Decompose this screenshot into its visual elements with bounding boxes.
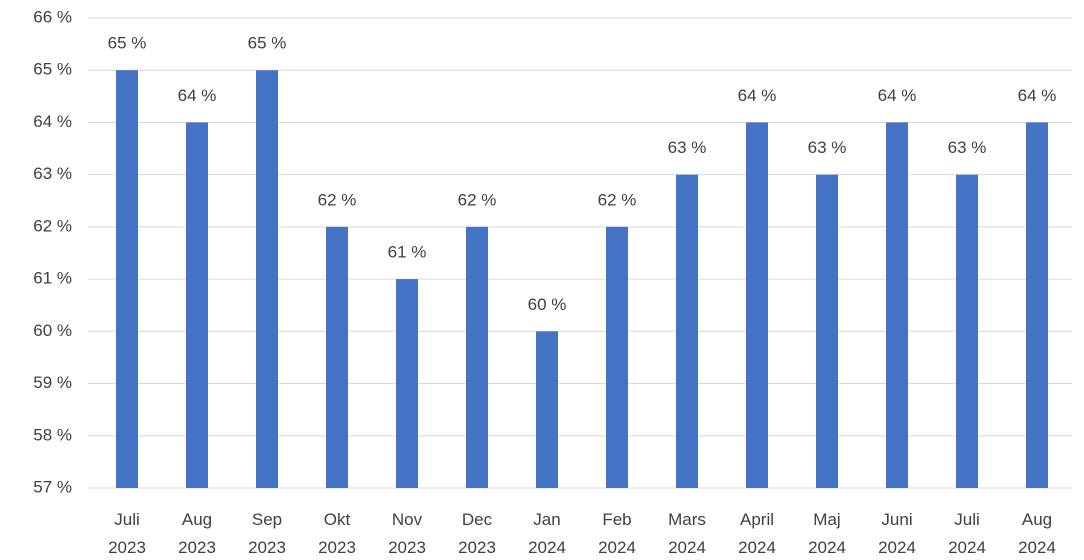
bar [186,122,208,488]
y-tick-label: 63 % [33,164,72,183]
bar [746,122,768,488]
data-label: 65 % [108,34,147,53]
x-tick-label: Dec 2023 [458,510,496,557]
bar [396,279,418,488]
bar [116,70,138,488]
y-tick-label: 59 % [33,373,72,392]
x-tick-label: Jan 2024 [528,510,566,557]
bar [886,122,908,488]
x-tick-label: Juni 2024 [878,510,916,557]
data-label: 65 % [248,34,287,53]
bar [1026,122,1048,488]
x-tick-label: Juli 2023 [108,510,146,557]
data-label: 63 % [808,138,847,157]
data-label: 62 % [458,190,497,209]
bar [676,174,698,488]
x-tick-label: Juli 2024 [948,510,986,557]
data-label: 62 % [598,190,637,209]
x-tick-label: Maj 2024 [808,510,846,557]
data-label: 64 % [1018,86,1057,105]
bar [326,226,348,488]
x-tick-label: Mars 2024 [668,510,706,557]
data-label: 64 % [738,86,777,105]
y-tick-label: 58 % [33,425,72,444]
x-tick-label: Sep 2023 [248,510,286,557]
bar [466,226,488,488]
y-tick-label: 57 % [33,477,72,496]
bar [536,331,558,488]
data-label: 63 % [668,138,707,157]
data-label: 64 % [878,86,917,105]
bar [256,70,278,488]
y-tick-label: 62 % [33,216,72,235]
y-tick-label: 60 % [33,321,72,340]
x-tick-label: Aug 2024 [1018,510,1056,557]
data-label: 64 % [178,86,217,105]
data-label: 60 % [528,295,567,314]
data-label: 63 % [948,138,987,157]
x-tick-label: Aug 2023 [178,510,216,557]
bar [606,226,628,488]
x-tick-label: April 2024 [738,510,776,557]
data-label: 62 % [318,190,357,209]
x-tick-label: Feb 2024 [598,510,636,557]
bar [956,174,978,488]
bar [816,174,838,488]
y-tick-label: 65 % [33,60,72,79]
x-tick-label: Okt 2023 [318,510,356,557]
data-label: 61 % [388,243,427,262]
y-tick-label: 61 % [33,269,72,288]
x-tick-label: Nov 2023 [388,510,426,557]
y-tick-label: 66 % [33,7,72,26]
y-tick-label: 64 % [33,112,72,131]
